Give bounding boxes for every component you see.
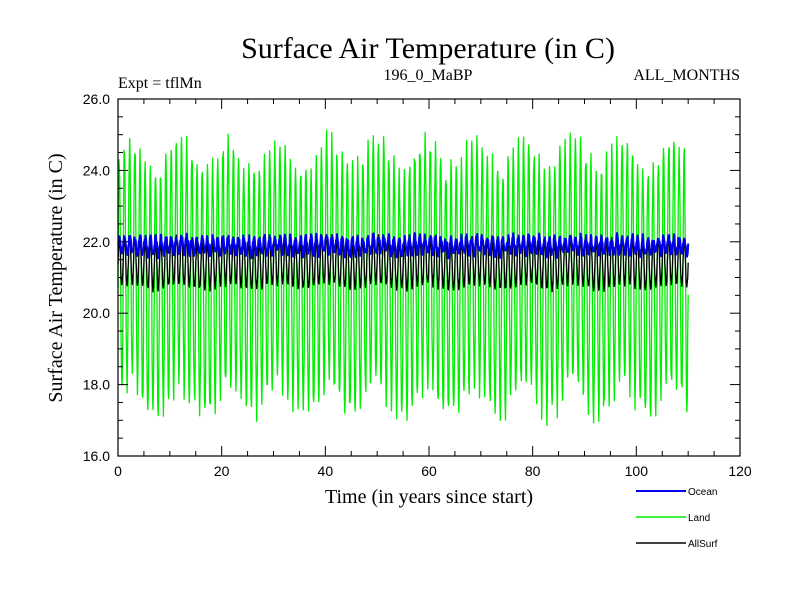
- legend: Ocean Land AllSurf: [636, 487, 718, 550]
- series-line-ocean: [117, 232, 690, 260]
- x-axis-label: Time (in years since start): [325, 486, 533, 508]
- x-tick-label: 80: [525, 463, 541, 479]
- y-tick-label: 18.0: [83, 377, 110, 393]
- legend-label-allsurf: AllSurf: [688, 539, 718, 550]
- y-tick-label: 20.0: [83, 305, 110, 321]
- x-tick-label: 20: [214, 463, 230, 479]
- x-tick-label: 0: [114, 463, 122, 479]
- x-tick-label: 40: [318, 463, 334, 479]
- experiment-label: Expt = tflMn: [118, 75, 202, 92]
- period-label: 196_0_MaBP: [384, 67, 473, 84]
- y-tick-label: 22.0: [83, 234, 110, 250]
- series-layer: [117, 129, 690, 427]
- chart-title: Surface Air Temperature (in C): [241, 32, 615, 65]
- ticks-layer: 0 20 40 60 80 100 120 16.0 18.0 20.0 22.0 24.0 26.0: [83, 91, 752, 479]
- y-axis-label: Surface Air Temperature (in C): [45, 153, 67, 402]
- series-line-land: [117, 129, 689, 427]
- y-tick-label: 16.0: [83, 448, 110, 464]
- x-tick-label: 100: [625, 463, 649, 479]
- months-label: ALL_MONTHS: [633, 67, 740, 84]
- y-tick-label: 26.0: [83, 91, 110, 107]
- legend-label-ocean: Ocean: [688, 487, 717, 498]
- x-tick-label: 120: [728, 463, 752, 479]
- legend-label-land: Land: [688, 513, 710, 524]
- y-tick-label: 24.0: [83, 162, 110, 178]
- x-tick-label: 60: [421, 463, 437, 479]
